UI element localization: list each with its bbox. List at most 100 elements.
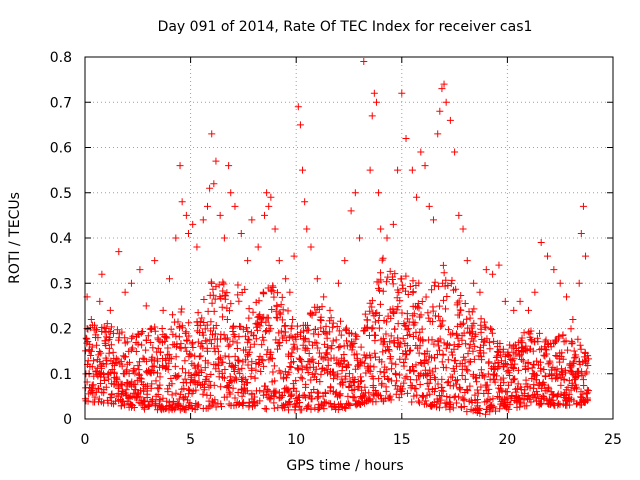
data-point bbox=[510, 355, 518, 363]
data-point bbox=[358, 377, 366, 385]
data-point bbox=[438, 358, 446, 366]
data-point bbox=[109, 348, 117, 356]
data-point bbox=[370, 363, 378, 371]
data-point bbox=[353, 350, 361, 358]
data-point bbox=[506, 371, 514, 379]
data-point bbox=[303, 404, 311, 412]
data-point bbox=[372, 331, 380, 339]
x-tick-label: 0 bbox=[81, 432, 90, 448]
data-point bbox=[140, 398, 148, 406]
data-point bbox=[203, 321, 211, 329]
data-point bbox=[476, 409, 484, 417]
data-point bbox=[273, 314, 281, 322]
data-point bbox=[249, 398, 257, 406]
data-point bbox=[299, 327, 307, 335]
data-point bbox=[234, 356, 242, 364]
data-point bbox=[142, 346, 150, 354]
data-point bbox=[396, 297, 404, 305]
data-point bbox=[524, 392, 532, 400]
data-point bbox=[169, 341, 177, 349]
data-point bbox=[218, 369, 226, 377]
data-point bbox=[361, 393, 369, 401]
data-point bbox=[402, 272, 410, 280]
data-point bbox=[100, 373, 108, 381]
data-point bbox=[220, 280, 228, 288]
data-point bbox=[270, 404, 278, 412]
data-point bbox=[305, 326, 313, 334]
data-point bbox=[431, 373, 439, 381]
data-point bbox=[195, 401, 203, 409]
data-point bbox=[449, 404, 457, 412]
data-point bbox=[461, 356, 469, 364]
data-point bbox=[463, 386, 471, 394]
data-point bbox=[315, 349, 323, 357]
x-tick-label: 5 bbox=[186, 432, 195, 448]
data-point bbox=[440, 269, 448, 277]
data-point bbox=[342, 404, 350, 412]
data-point bbox=[488, 329, 496, 337]
data-point bbox=[413, 391, 421, 399]
data-point bbox=[435, 312, 443, 320]
data-point bbox=[286, 397, 294, 405]
data-point bbox=[487, 325, 495, 333]
data-point bbox=[456, 306, 464, 314]
data-point bbox=[452, 380, 460, 388]
data-point bbox=[123, 338, 131, 346]
data-point bbox=[470, 279, 478, 287]
data-point bbox=[89, 381, 97, 389]
data-point bbox=[264, 314, 272, 322]
data-point bbox=[537, 358, 545, 366]
data-point bbox=[260, 362, 268, 370]
data-point bbox=[580, 353, 588, 361]
data-point bbox=[275, 309, 283, 317]
data-point bbox=[510, 364, 518, 372]
data-point bbox=[154, 391, 162, 399]
data-point bbox=[493, 352, 501, 360]
data-point bbox=[297, 373, 305, 381]
data-point bbox=[225, 307, 233, 315]
data-point bbox=[366, 166, 374, 174]
data-point bbox=[352, 335, 360, 343]
data-point bbox=[447, 400, 455, 408]
data-point bbox=[430, 282, 438, 290]
data-point bbox=[468, 324, 476, 332]
data-point bbox=[265, 202, 273, 210]
data-point bbox=[354, 384, 362, 392]
data-point bbox=[413, 193, 421, 201]
data-point bbox=[183, 336, 191, 344]
data-point bbox=[254, 243, 262, 251]
data-point bbox=[386, 267, 394, 275]
data-point bbox=[523, 402, 531, 410]
data-point bbox=[210, 399, 218, 407]
data-point bbox=[140, 397, 148, 405]
data-point bbox=[206, 184, 214, 192]
data-point bbox=[127, 346, 135, 354]
data-point bbox=[211, 295, 219, 303]
data-point bbox=[513, 385, 521, 393]
data-point bbox=[442, 364, 450, 372]
data-point bbox=[447, 280, 455, 288]
data-point bbox=[136, 374, 144, 382]
data-point bbox=[276, 339, 284, 347]
data-point bbox=[317, 316, 325, 324]
data-point bbox=[499, 345, 507, 353]
data-point bbox=[410, 321, 418, 329]
data-point bbox=[168, 391, 176, 399]
data-point bbox=[286, 288, 294, 296]
data-point bbox=[340, 357, 348, 365]
data-point bbox=[395, 339, 403, 347]
data-point bbox=[172, 353, 180, 361]
data-point bbox=[443, 292, 451, 300]
data-point bbox=[419, 392, 427, 400]
data-point bbox=[325, 399, 333, 407]
data-point bbox=[488, 326, 496, 334]
data-point bbox=[98, 362, 106, 370]
data-point bbox=[556, 279, 564, 287]
data-point bbox=[463, 315, 471, 323]
data-point bbox=[357, 343, 365, 351]
data-point bbox=[337, 331, 345, 339]
data-point bbox=[235, 297, 243, 305]
data-point bbox=[243, 352, 251, 360]
data-point bbox=[423, 347, 431, 355]
data-point bbox=[135, 370, 143, 378]
